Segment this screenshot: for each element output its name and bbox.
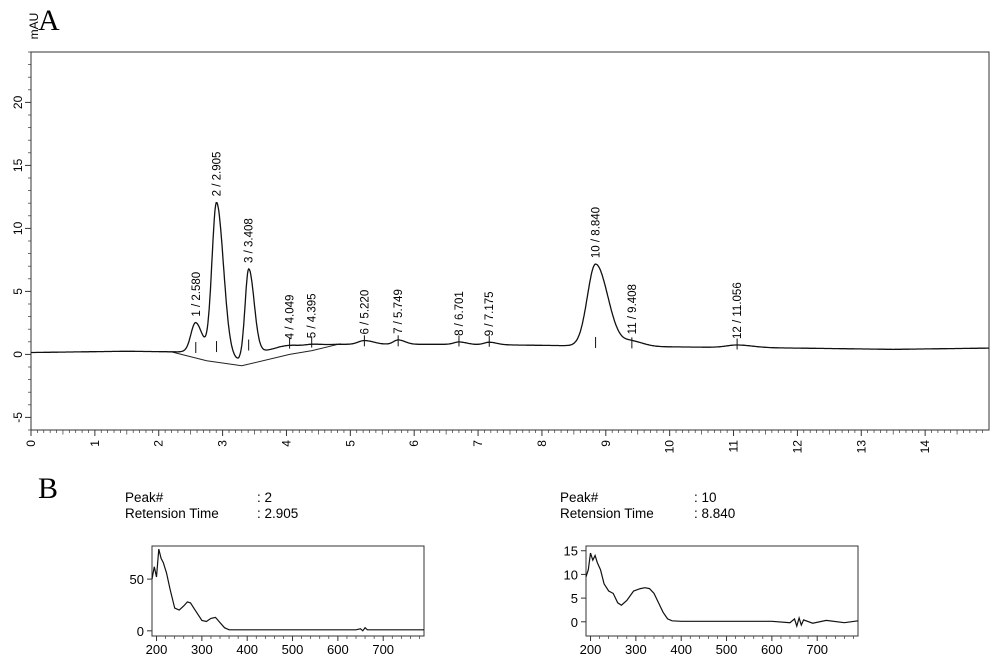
x-tick-label: 6 (407, 440, 421, 447)
x-tick-label: 500 (282, 642, 304, 657)
x-tick-label: 500 (716, 642, 738, 657)
peak-label: 9 / 7.175 (484, 291, 496, 336)
x-tick-label: 8 (535, 440, 549, 447)
x-tick-label: 4 (279, 440, 293, 447)
peak-label: 10 / 8.840 (591, 207, 603, 258)
x-tick-label: 7 (471, 440, 485, 447)
y-tick-label: 5 (11, 288, 25, 295)
y-tick-label: 10 (564, 567, 578, 582)
uv-spectrum-peak-2-chart: 200 300 400 500 600 700 0 50 (130, 545, 425, 657)
y-tick-label: 50 (130, 572, 144, 587)
retention-time-label: Retension Time (125, 506, 219, 521)
y-tick-label: 10 (11, 221, 25, 235)
y-tick-label: 0 (571, 615, 578, 630)
x-tick-label: 14 (918, 440, 932, 454)
peak-label: 4 / 4.049 (285, 295, 297, 340)
y-tick-label: 5 (571, 591, 578, 606)
peak-label: 3 / 3.408 (244, 218, 256, 263)
x-tick-label: 12 (790, 440, 804, 454)
panel-label-b: B (38, 472, 59, 505)
peak-label: 7 / 5.749 (393, 289, 405, 334)
x-tick-label: 300 (191, 642, 213, 657)
x-tick-label: 600 (761, 642, 783, 657)
x-tick-label: 200 (146, 642, 168, 657)
peak-number-value: : 2 (257, 490, 273, 505)
peak-label: 8 / 6.701 (454, 291, 466, 336)
x-tick-label: 0 (24, 440, 38, 447)
x-tick-label: 700 (806, 642, 828, 657)
x-tick-label: 10 (663, 440, 677, 454)
retention-time-label: Retension Time (560, 506, 654, 521)
peak-label: 5 / 4.395 (307, 293, 319, 338)
y-tick-label: 0 (137, 624, 144, 639)
peak-label: 12 / 11.056 (732, 282, 744, 339)
spectrum-trace (151, 548, 424, 632)
peak-label: 11 / 9.408 (627, 284, 639, 334)
x-tick-label: 2 (152, 440, 166, 447)
x-tick-label: 700 (372, 642, 394, 657)
y-tick-label: 15 (564, 544, 578, 559)
x-tick-label: 1 (88, 440, 102, 447)
x-tick-label: 300 (625, 642, 647, 657)
chromatogram-trace (31, 201, 989, 359)
x-tick-label: 9 (599, 440, 613, 447)
x-tick-label: 5 (343, 440, 357, 447)
retention-time-value: : 8.840 (694, 506, 736, 521)
uv-spectrum-peak-10-chart: 200 300 400 500 600 700 0 5 10 15 (564, 544, 859, 657)
peak-label: 1 / 2.580 (191, 272, 203, 317)
y-tick-label: 15 (11, 158, 25, 172)
x-tick-label: 3 (216, 440, 230, 447)
y-axis-label: mAU (27, 13, 41, 40)
spectrum-trace (585, 552, 859, 629)
integration-baseline (171, 343, 341, 367)
y-tick-label: 20 (11, 95, 25, 109)
peak-label: 6 / 5.220 (359, 290, 371, 335)
x-tick-label: 600 (327, 642, 349, 657)
plot-frame (30, 51, 990, 431)
x-tick-label: 200 (580, 642, 602, 657)
y-tick-label: -5 (11, 412, 25, 423)
spectrum-frame (151, 545, 425, 637)
y-tick-label: 0 (11, 351, 25, 358)
panel-label-a: A (38, 4, 60, 37)
x-tick-label: 400 (670, 642, 692, 657)
spectrum-frame (585, 545, 859, 637)
peak-label: 2 / 2.905 (212, 152, 224, 197)
x-tick-label: 11 (727, 440, 741, 453)
peak-number-label: Peak# (125, 490, 164, 505)
retention-time-value: : 2.905 (257, 506, 299, 521)
x-tick-label: 13 (854, 440, 868, 454)
peak-number-label: Peak# (560, 490, 599, 505)
x-tick-label: 400 (236, 642, 258, 657)
peak-number-value: : 10 (694, 490, 717, 505)
